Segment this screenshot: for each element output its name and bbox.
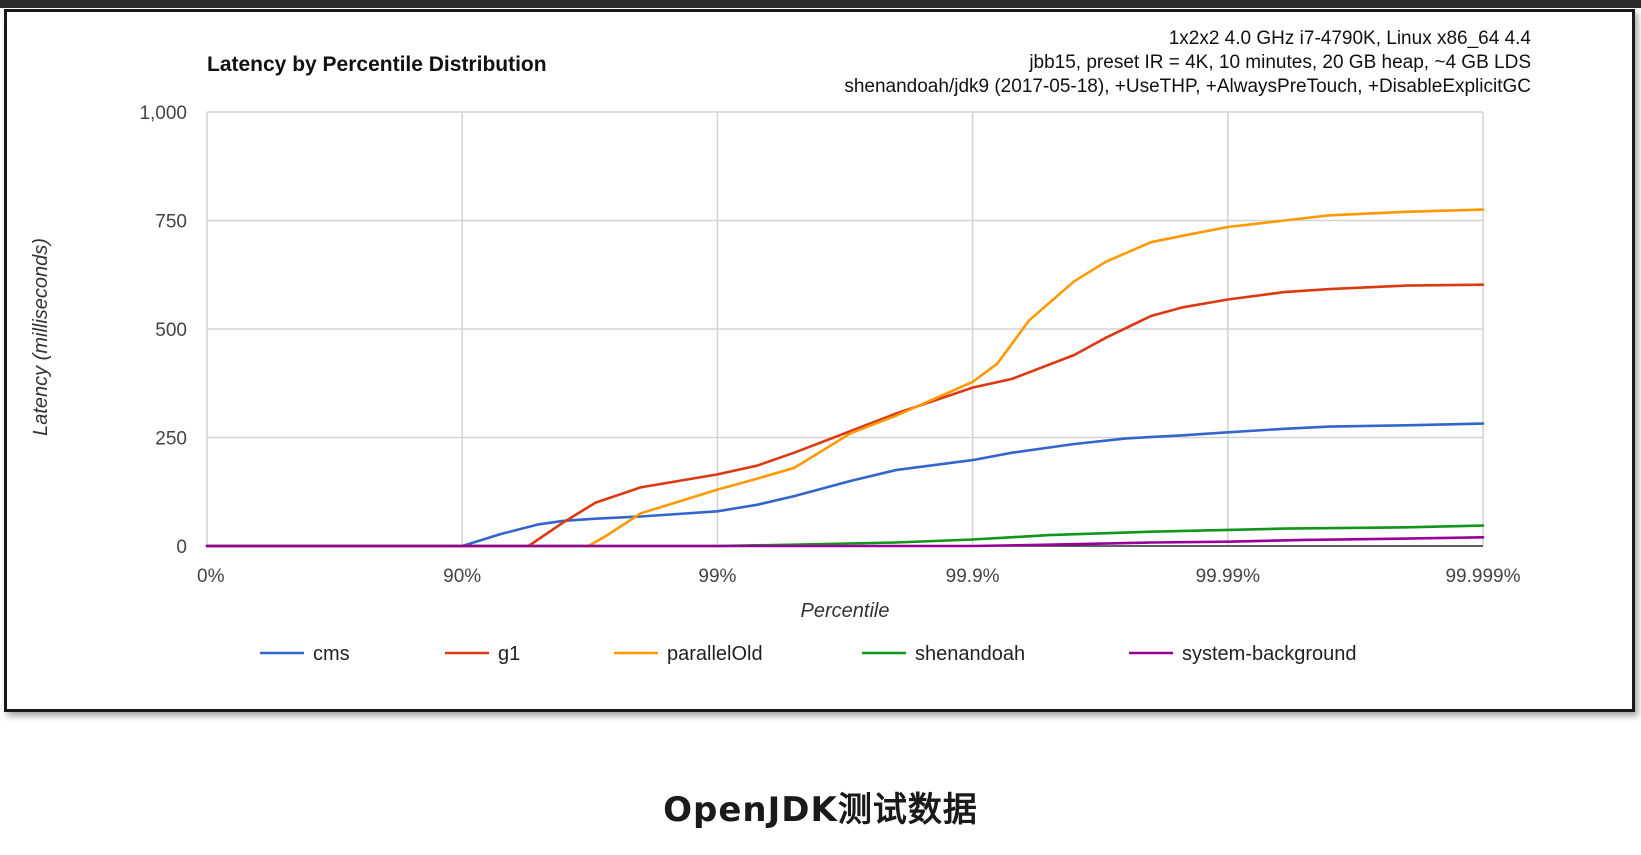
legend-label: shenandoah — [915, 643, 1025, 665]
chart-subtitle-line-3: shenandoah/jdk9 (2017-05-18), +UseTHP, +… — [844, 76, 1531, 97]
legend-item-cms: cms — [260, 643, 350, 665]
chart-frame: 0% 90% 99% 99.9% 99.99% 99.999% 0 250 500 750 1,00… — [4, 9, 1635, 712]
top-border-bar — [0, 0, 1641, 8]
grid-layer — [206, 111, 1484, 547]
legend-label: parallelOld — [667, 643, 763, 665]
x-tick-label: 99% — [698, 566, 736, 587]
series-line-cms — [205, 422, 1485, 548]
y-tick-label: 500 — [155, 320, 187, 341]
chart-subtitle-line-2: jbb15, preset IR = 4K, 10 minutes, 20 GB… — [1028, 52, 1531, 73]
figure-caption: OpenJDK测试数据 — [663, 790, 978, 830]
y-tick-label: 0 — [176, 537, 187, 558]
legend-item-system-background: system-background — [1129, 643, 1357, 665]
y-axis-label: Latency (milliseconds) — [30, 238, 52, 436]
y-tick-label: 750 — [155, 212, 187, 233]
legend-label: g1 — [498, 643, 520, 665]
latency-chart: 0% 90% 99% 99.9% 99.99% 99.999% 0 250 500 750 1,00… — [30, 28, 1532, 665]
series-layer — [205, 208, 1485, 548]
series-line-shenandoah — [205, 524, 1485, 548]
chart-title: Latency by Percentile Distribution — [207, 53, 547, 76]
tick-layer: 0% 90% 99% 99.9% 99.99% 99.999% 0 250 500 750 1,00… — [139, 103, 1520, 587]
legend-item-shenandoah: shenandoah — [862, 643, 1025, 665]
x-tick-label: 99.99% — [1196, 566, 1261, 587]
legend-label: cms — [313, 643, 350, 665]
y-tick-label: 1,000 — [139, 103, 187, 124]
x-tick-label: 99.999% — [1445, 566, 1520, 587]
legend-item-g1: g1 — [445, 643, 520, 665]
legend-item-parallelOld: parallelOld — [614, 643, 763, 665]
x-tick-label: 90% — [443, 566, 481, 587]
x-tick-label: 99.9% — [946, 566, 1000, 587]
x-tick-label: 0% — [197, 566, 225, 587]
series-line-parallelOld — [205, 208, 1485, 548]
legend: cms g1 parallelOld shenandoah system-backgro… — [260, 643, 1357, 665]
series-line-system-background — [205, 536, 1485, 548]
series-line-g1 — [205, 283, 1485, 548]
x-axis-label: Percentile — [801, 600, 890, 622]
chart-subtitle-line-1: 1x2x2 4.0 GHz i7-4790K, Linux x86_64 4.4 — [1169, 28, 1532, 49]
legend-label: system-background — [1182, 643, 1357, 665]
y-tick-label: 250 — [155, 429, 187, 450]
